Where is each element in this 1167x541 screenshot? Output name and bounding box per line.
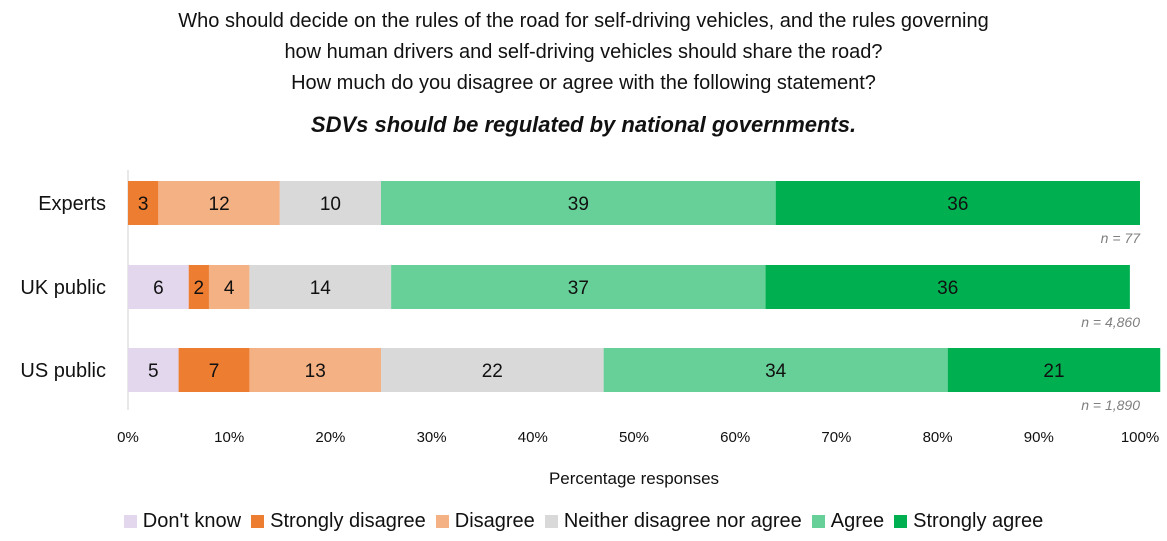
bar-segment <box>381 348 604 392</box>
x-tick-label: 70% <box>821 429 851 446</box>
x-tick-label: 30% <box>417 429 447 446</box>
x-tick-label: 50% <box>619 429 649 446</box>
bar-segment <box>775 181 1140 225</box>
data-label: 6 <box>153 278 164 299</box>
data-label: 2 <box>194 278 205 299</box>
data-label: 7 <box>209 361 220 382</box>
chart-subtitle: SDVs should be regulated by national gov… <box>310 112 857 137</box>
data-label: 22 <box>482 361 503 382</box>
bar-segment <box>381 181 776 225</box>
bar-segment <box>765 265 1130 309</box>
legend-label: Strongly agree <box>913 510 1044 532</box>
bar-segment <box>208 265 250 309</box>
x-tick-label: 0% <box>117 429 139 446</box>
data-label: 14 <box>310 278 332 299</box>
data-label: 10 <box>320 194 341 215</box>
sample-size-note: n = 4,860 <box>1081 314 1140 330</box>
bar-segment <box>128 265 189 309</box>
legend-swatch <box>544 515 558 528</box>
chart-legend: Don't know Strongly disagree Disagree Neith… <box>0 510 1167 533</box>
bar-segment <box>249 348 381 392</box>
data-label: 5 <box>148 361 159 382</box>
x-tick-label: 80% <box>923 429 953 446</box>
legend-item: Neither disagree nor agree <box>544 510 802 533</box>
x-tick-label: 20% <box>315 429 345 446</box>
bar-segment <box>158 181 280 225</box>
legend-item: Agree <box>811 510 885 533</box>
stacked-bar-chart: Experts 3 12 10 39 36 n = 77 UK public 6 2 4 14 37 36… <box>20 170 1161 488</box>
data-label: 34 <box>765 361 787 382</box>
bar-segment <box>249 265 392 309</box>
category-label: UK public <box>20 277 106 299</box>
x-tick-label: 40% <box>518 429 548 446</box>
chart-title-line: Who should decide on the rules of the ro… <box>178 10 989 32</box>
data-label: 37 <box>568 278 589 299</box>
legend-label: Don't know <box>142 510 242 532</box>
x-tick-label: 10% <box>214 429 244 446</box>
bar-segment <box>947 348 1161 392</box>
legend-item: Strongly disagree <box>251 510 426 533</box>
legend-label: Neither disagree nor agree <box>563 510 802 532</box>
x-tick-label: 90% <box>1024 429 1054 446</box>
sample-size-note: n = 1,890 <box>1081 397 1140 413</box>
legend-label: Disagree <box>454 510 535 532</box>
legend-swatch <box>435 515 449 528</box>
data-label: 39 <box>568 194 589 215</box>
bar-segment <box>188 265 209 309</box>
legend-item: Don't know <box>123 510 242 533</box>
data-label: 3 <box>138 194 149 215</box>
category-label: Experts <box>38 193 106 215</box>
data-label: 36 <box>937 278 958 299</box>
x-tick-label: 100% <box>1121 429 1159 446</box>
legend-label: Agree <box>830 510 885 532</box>
data-label: 12 <box>209 194 230 215</box>
category-label: US public <box>20 360 106 382</box>
legend-item: Disagree <box>435 510 535 533</box>
chart-title-line: How much do you disagree or agree with t… <box>291 72 876 94</box>
data-label: 4 <box>224 278 235 299</box>
bar-segment <box>128 348 179 392</box>
bar-segment <box>279 181 381 225</box>
bar-segment <box>128 181 159 225</box>
legend-item: Strongly agree <box>894 510 1043 533</box>
legend-swatch <box>811 515 825 528</box>
chart-title: Who should decide on the rules of the ro… <box>0 6 1167 99</box>
x-axis-label: Percentage responses <box>549 469 719 488</box>
bar-segment <box>391 265 766 309</box>
bar-segment <box>603 348 948 392</box>
legend-swatch <box>894 515 908 528</box>
legend-swatch <box>123 515 137 528</box>
legend-swatch <box>251 515 265 528</box>
sample-size-note: n = 77 <box>1101 230 1142 246</box>
data-label: 36 <box>947 194 968 215</box>
data-label: 13 <box>305 361 326 382</box>
legend-label: Strongly disagree <box>270 510 426 532</box>
data-label: 21 <box>1043 361 1064 382</box>
bar-segment <box>178 348 250 392</box>
chart-title-line: how human drivers and self-driving vehic… <box>284 41 883 63</box>
x-tick-label: 60% <box>720 429 750 446</box>
